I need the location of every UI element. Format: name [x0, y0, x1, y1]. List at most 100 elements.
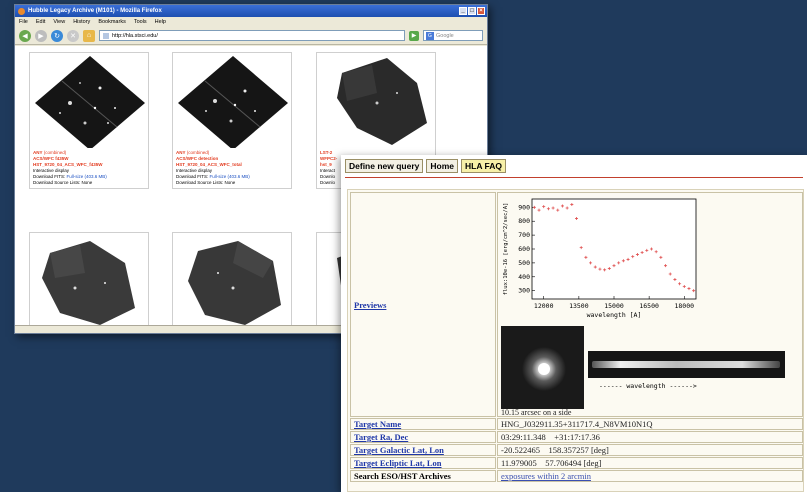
firefox-icon	[18, 7, 25, 15]
data-point	[682, 285, 686, 288]
preview-image[interactable]	[30, 53, 148, 148]
card-instrument: ACS/WFC detection	[176, 156, 219, 162]
previews-link[interactable]: Previews	[354, 299, 387, 310]
card-download-label: Download FITS:	[176, 174, 209, 180]
data-point	[621, 259, 625, 263]
direct-image-stamp[interactable]	[501, 326, 584, 409]
home-icon[interactable]: ⌂	[83, 29, 95, 42]
target-name-link[interactable]: Target Name	[354, 419, 402, 429]
preview-image[interactable]	[30, 233, 148, 325]
preview-image[interactable]	[173, 233, 291, 325]
result-card[interactable]: ANY (combined) ACS/WFC detection HST_972…	[172, 52, 292, 190]
data-point	[584, 255, 588, 259]
ecliptic-coords-value: 11.979005 57.706494 [deg]	[497, 457, 803, 469]
previews-cell: 12000 13500 15000 16500 18000 300 400 500 600 700…	[497, 192, 803, 417]
data-point	[575, 216, 579, 220]
home-button[interactable]: Home	[426, 159, 459, 173]
forward-arrow-icon[interactable]: ▶	[35, 29, 47, 42]
menu-history[interactable]: History	[73, 19, 91, 25]
menu-file[interactable]: File	[19, 19, 28, 25]
preview-image[interactable]	[317, 53, 435, 148]
data-point	[678, 282, 682, 286]
card-target[interactable]: LST-2	[320, 150, 333, 155]
result-card[interactable]	[29, 232, 149, 325]
result-card[interactable]: ANY (combined) ACS/WFC f435W HST_9720_04…	[29, 52, 149, 190]
card-download-link[interactable]: Full-size (403.6 MB)	[209, 174, 250, 180]
card-download-label: Download FITS:	[33, 174, 66, 180]
spectrum-plot[interactable]: 12000 13500 15000 16500 18000 300 400 500 600 700…	[500, 195, 700, 323]
data-point	[542, 205, 546, 209]
data-point	[631, 255, 635, 259]
data-point	[640, 250, 644, 254]
y-axis-label: flux:10e-16 [erg/cm^2/sec/A]	[503, 203, 509, 296]
result-card[interactable]	[172, 232, 292, 325]
data-point	[556, 208, 560, 212]
data-point	[593, 265, 597, 269]
menu-bar: File Edit View History Bookmarks Tools H…	[15, 17, 487, 27]
x-axis-label: wavelength [A]	[587, 311, 642, 319]
y-tick-label: 900	[518, 203, 530, 211]
menu-help[interactable]: Help	[154, 19, 166, 25]
go-button[interactable]: ▶	[409, 30, 419, 41]
back-arrow-icon[interactable]: ◀	[19, 29, 31, 42]
menu-edit[interactable]: Edit	[35, 19, 46, 25]
preview-image[interactable]	[173, 53, 291, 148]
minimize-button[interactable]: _	[459, 7, 467, 15]
card-target-suffix: (combined)	[186, 150, 210, 155]
url-bar[interactable]: http://hla.stsci.edu/	[99, 30, 405, 41]
search-engine-icon[interactable]: G	[426, 31, 434, 40]
ecliptic-coords-link[interactable]: Target Ecliptic Lat, Lon	[354, 458, 442, 468]
data-point	[659, 255, 663, 259]
arcsec-label: 10.15 arcsec on a side	[501, 408, 572, 417]
exposures-link[interactable]: exposures within 2 arcmin	[501, 471, 591, 481]
title-bar: Hubble Legacy Archive (M101) - Mozilla F…	[15, 5, 487, 17]
reload-icon[interactable]: ↻	[51, 29, 63, 42]
hla-nav: Define new query Home HLA FAQ	[341, 155, 807, 177]
y-tick-label: 600	[518, 245, 530, 253]
spectrum-2d-image[interactable]	[588, 351, 785, 378]
search-placeholder: Google	[436, 32, 454, 39]
wavelength-label: ------ wavelength ------>	[599, 382, 697, 390]
card-source-lists: Download Source Lists: None	[176, 180, 236, 186]
detail-table: Previews 12000 13500 15000 16500 18000 300 400…	[349, 191, 804, 483]
galactic-coords-value: -20.522465 158.357257 [deg]	[497, 444, 803, 456]
card-target[interactable]: ANY	[176, 150, 186, 155]
card-target[interactable]: ANY	[33, 150, 43, 155]
target-radec-value: 03:29:11.348 +31:17:17.36	[497, 431, 803, 443]
hla-detail-window: Define new query Home HLA FAQ Previews 1…	[341, 155, 807, 492]
galactic-coords-link[interactable]: Target Galactic Lat, Lon	[354, 445, 444, 455]
card-source-lists: Download Source Lists: None	[33, 180, 93, 186]
y-tick-label: 300	[518, 287, 530, 295]
card-interactive-link[interactable]: Interactive display	[33, 168, 70, 174]
data-point	[607, 266, 611, 270]
card-dataset[interactable]: HST_9720_04_ACS_WFC_total	[176, 162, 242, 168]
hla-faq-button[interactable]: HLA FAQ	[461, 159, 507, 173]
page-favicon-icon	[103, 32, 109, 39]
target-radec-link[interactable]: Target Ra, Dec	[354, 432, 409, 442]
card-target-suffix: (combined)	[43, 150, 67, 155]
card-instrument: WFPC2-	[320, 156, 338, 162]
maximize-button[interactable]: □	[468, 7, 476, 15]
close-button[interactable]: ×	[477, 7, 485, 15]
card-interactive-link[interactable]: Interactive display	[176, 168, 213, 174]
card-dataset[interactable]: hst_9	[320, 162, 332, 168]
data-point	[551, 206, 555, 210]
data-point	[532, 205, 536, 209]
y-tick-label: 800	[518, 217, 530, 225]
card-dataset[interactable]: HST_9720_04_ACS_WFC_f435W	[33, 162, 103, 168]
card-interactive-link[interactable]: Interact	[320, 168, 336, 174]
define-query-button[interactable]: Define new query	[345, 159, 424, 173]
search-box[interactable]: G Google	[423, 30, 483, 41]
search-archives-label: Search ESO/HST Archives	[350, 470, 496, 482]
menu-tools[interactable]: Tools	[133, 19, 147, 25]
menu-bookmarks[interactable]: Bookmarks	[98, 19, 126, 25]
data-point	[645, 248, 649, 252]
data-point	[546, 207, 550, 211]
table-row: Target Ecliptic Lat, Lon 11.979005 57.70…	[350, 457, 803, 469]
menu-view[interactable]: View	[53, 19, 66, 25]
stop-icon[interactable]: ✕	[67, 29, 79, 42]
plot-frame	[531, 198, 697, 300]
data-point	[612, 264, 616, 268]
card-download-link[interactable]: Full-size (403.6 MB)	[66, 174, 107, 180]
data-point	[537, 208, 541, 212]
